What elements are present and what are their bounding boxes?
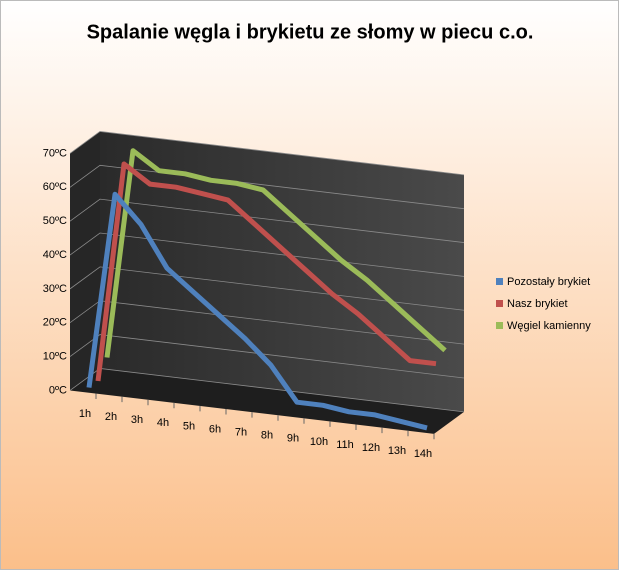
y-tick-label: 20ºC [43, 317, 67, 329]
legend-swatch [496, 300, 503, 307]
series-line [95, 161, 437, 382]
grid-line [69, 131, 465, 176]
grid-line [69, 164, 465, 210]
x-tick-label: 3h [131, 414, 143, 426]
x-tick-label: 8h [261, 430, 273, 442]
legend-label: Węgiel kamienny [507, 320, 591, 332]
y-tick-label: 50ºC [43, 215, 67, 227]
grid-line [69, 198, 465, 243]
x-tick-label: 10h [310, 436, 328, 448]
x-tick-label: 14h [414, 448, 432, 460]
y-tick-label: 70ºC [43, 147, 67, 159]
x-tick-label: 4h [157, 417, 169, 429]
y-tick-label: 10ºC [43, 350, 67, 362]
x-tick-label: 5h [183, 420, 195, 432]
y-tick-label: 60ºC [43, 181, 67, 193]
grid-line [69, 266, 465, 311]
chart-title: Spalanie węgla i brykietu ze słomy w pie… [87, 21, 534, 43]
y-tick-label: 40ºC [43, 249, 67, 261]
x-tick-label: 7h [235, 427, 247, 439]
legend-swatch [496, 278, 503, 285]
x-tick-label: 11h [336, 439, 354, 451]
x-tick-label: 2h [105, 411, 117, 423]
y-tick-label: 0ºC [49, 384, 67, 396]
x-tick-label: 13h [388, 445, 406, 457]
x-tick-label: 9h [287, 433, 299, 445]
series-line [86, 191, 428, 431]
grid-line [69, 334, 465, 379]
legend-label: Pozostały brykiet [507, 276, 590, 288]
legend-label: Nasz brykiet [507, 298, 568, 310]
side-wall [70, 131, 100, 391]
y-tick-label: 30ºC [43, 283, 67, 295]
x-tick-label: 1h [79, 408, 91, 420]
x-tick-label: 12h [362, 442, 380, 454]
floor [70, 368, 464, 434]
x-tick-label: 6h [209, 423, 221, 435]
series-line [104, 148, 447, 358]
back-wall [100, 131, 464, 412]
legend-swatch [496, 322, 503, 329]
